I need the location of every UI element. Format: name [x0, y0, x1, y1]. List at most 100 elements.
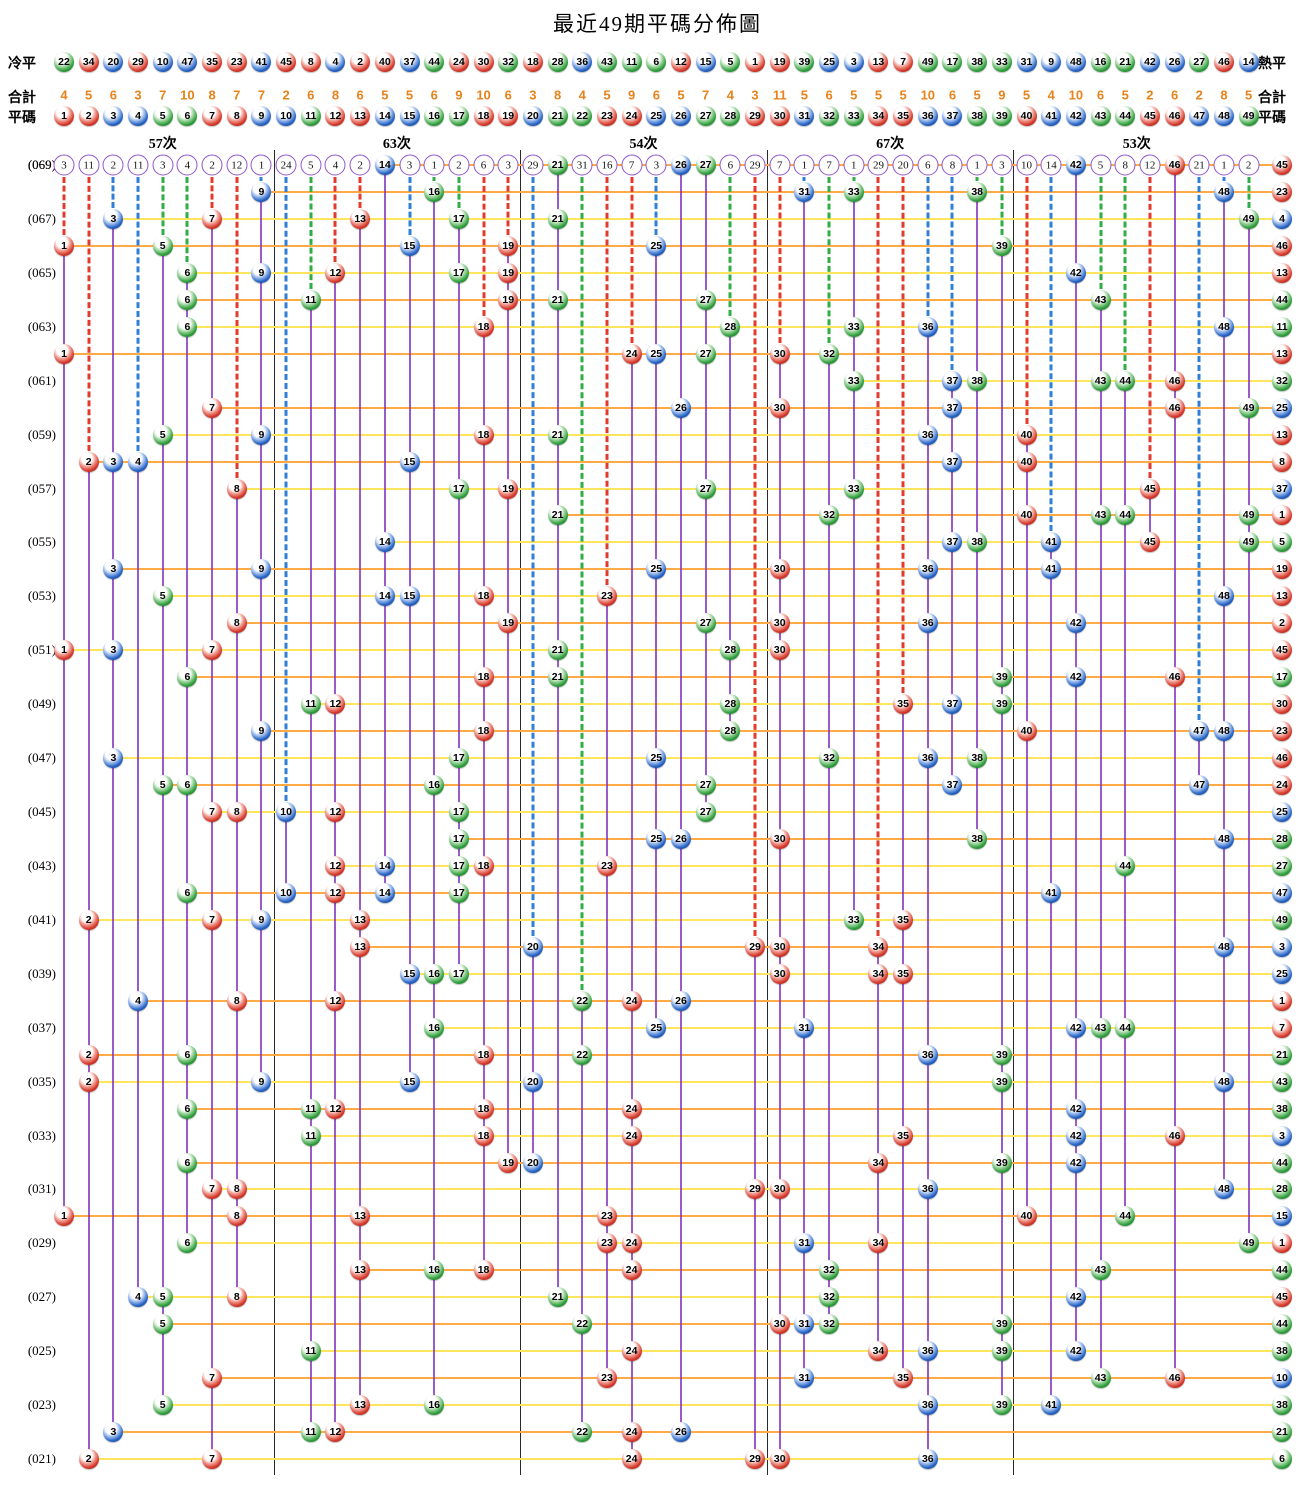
number-row-ball-25: 25	[646, 106, 667, 126]
purple-trend-line	[161, 443, 164, 588]
purple-trend-line	[112, 578, 115, 642]
dashed-miss-line-32	[827, 177, 831, 343]
cold-row-ball-3: 3	[843, 52, 864, 72]
column-total: 8	[208, 87, 216, 103]
dashed-miss-line-19	[506, 177, 510, 235]
period-row-line	[212, 1377, 1282, 1380]
purple-trend-line	[186, 1063, 189, 1100]
purple-trend-line	[729, 659, 732, 696]
number-row-ball-36: 36	[917, 106, 938, 126]
purple-trend-line	[1222, 1090, 1225, 1181]
period-069-ball-42: 42	[1065, 155, 1086, 175]
period-row-line	[162, 1404, 1282, 1407]
purple-trend-line	[926, 632, 929, 750]
purple-trend-line	[926, 1414, 929, 1451]
number-row-ball-43: 43	[1090, 106, 1111, 126]
purple-trend-line	[556, 227, 559, 291]
dashed-miss-line-5	[161, 177, 165, 235]
purple-trend-line	[1074, 1171, 1077, 1289]
gap-count-circle: 3	[497, 154, 519, 176]
period-021-ball-29: 29	[745, 1449, 766, 1470]
period-063-ball-18: 18	[473, 316, 494, 337]
number-row-ball-20: 20	[522, 106, 543, 126]
period-046-ball-5: 5	[152, 775, 173, 796]
purple-trend-line	[482, 443, 485, 588]
period-row-line	[261, 730, 1282, 733]
period-037-ball-25: 25	[646, 1017, 667, 1038]
period-037-ball-42: 42	[1065, 1017, 1086, 1038]
gap-count-circle: 12	[1139, 154, 1161, 176]
dashed-miss-line-37	[950, 177, 954, 370]
period-row-line	[162, 1323, 1282, 1326]
gap-count-circle: 1	[966, 154, 988, 176]
purple-trend-line	[1247, 227, 1250, 399]
column-total: 6	[504, 87, 512, 103]
row-label-061: (061)	[27, 372, 56, 388]
period-038-ball-24: 24	[621, 990, 642, 1011]
purple-trend-line	[1050, 901, 1053, 1397]
purple-trend-line	[951, 551, 954, 696]
column-total: 6	[356, 87, 364, 103]
period-051-ball-7: 7	[202, 640, 223, 661]
purple-trend-line	[457, 281, 460, 480]
cold-row-ball-41: 41	[251, 52, 272, 72]
cold-row-ball-37: 37	[399, 52, 420, 72]
purple-trend-line	[902, 1144, 905, 1370]
purple-trend-line	[926, 767, 929, 1046]
column-total: 6	[307, 87, 315, 103]
period-061-ball-37: 37	[942, 370, 963, 391]
period-022-ball-12: 12	[325, 1422, 346, 1443]
dashed-miss-line-12	[333, 177, 337, 262]
row-label-025: (025)	[27, 1343, 56, 1359]
column-total: 7	[257, 87, 266, 103]
period-045-ball-12: 12	[325, 802, 346, 823]
period-067-ball-7: 7	[202, 208, 223, 229]
gap-count-circle: 3	[53, 154, 75, 176]
dashed-miss-line-22	[580, 177, 584, 990]
dashed-miss-line-24	[630, 177, 634, 343]
purple-trend-line	[605, 1252, 608, 1370]
period-030-ball-13: 13	[350, 1206, 371, 1227]
period-028-special-ball-44: 44	[1272, 1260, 1292, 1281]
period-050-ball-21: 21	[547, 667, 568, 688]
purple-trend-line	[186, 1171, 189, 1235]
purple-trend-line	[1025, 443, 1028, 453]
purple-trend-line	[186, 308, 189, 318]
period-037-ball-43: 43	[1090, 1017, 1111, 1038]
purple-trend-line	[778, 578, 781, 615]
purple-trend-line	[211, 659, 214, 804]
gap-count-circle: 5	[1090, 154, 1112, 176]
period-033-ball-35: 35	[893, 1125, 914, 1146]
purple-trend-line	[482, 740, 485, 857]
purple-trend-line	[87, 470, 90, 911]
period-022-ball-11: 11	[300, 1422, 321, 1443]
purple-trend-line	[828, 524, 831, 750]
period-047-ball-32: 32	[819, 748, 840, 769]
purple-trend-line	[630, 1279, 633, 1343]
period-067-special-ball-4: 4	[1272, 208, 1292, 229]
period-052-ball-42: 42	[1065, 613, 1086, 634]
purple-trend-line	[1124, 1036, 1127, 1208]
number-row-ball-21: 21	[547, 106, 568, 126]
period-043-ball-23: 23	[596, 855, 617, 876]
purple-trend-line	[1000, 686, 1003, 696]
period-036-special-ball-21: 21	[1272, 1044, 1292, 1065]
cold-row-ball-11: 11	[621, 52, 642, 72]
period-030-ball-23: 23	[596, 1206, 617, 1227]
number-row-ball-26: 26	[671, 106, 691, 126]
period-058-special-ball-8: 8	[1272, 451, 1292, 472]
period-069-ball-27: 27	[695, 155, 716, 175]
column-total: 10	[1068, 87, 1084, 103]
period-049-ball-12: 12	[325, 694, 346, 715]
number-row-ball-1: 1	[54, 106, 74, 126]
period-row-line	[236, 487, 1282, 490]
period-031-ball-8: 8	[226, 1179, 247, 1200]
cold-row-ball-13: 13	[868, 52, 889, 72]
gap-count-circle: 4	[324, 154, 346, 176]
purple-trend-line	[605, 874, 608, 1208]
period-row-line	[384, 541, 1282, 544]
period-069-ball-21: 21	[547, 155, 568, 175]
purple-trend-line	[186, 686, 189, 777]
period-023-ball-16: 16	[424, 1395, 445, 1416]
number-row-ball-2: 2	[78, 106, 99, 126]
